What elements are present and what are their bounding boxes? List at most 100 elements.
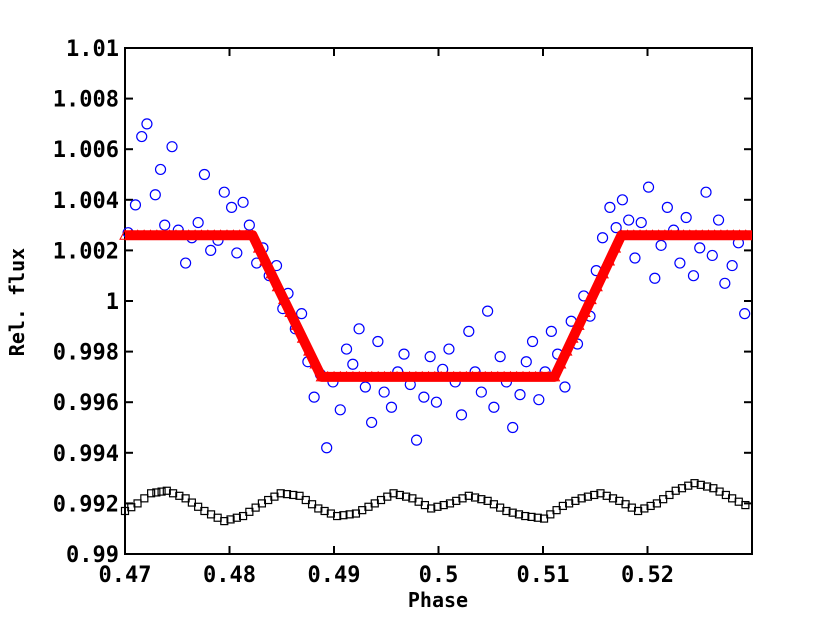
model-point-triangle — [221, 229, 233, 240]
data-point-square — [684, 481, 693, 490]
data-point-square — [741, 500, 750, 510]
model-point-triangle — [683, 229, 696, 240]
model-point-triangle — [416, 370, 429, 382]
model-point-triangle — [119, 229, 131, 240]
data-point-square — [157, 487, 166, 496]
data-point-circle — [243, 219, 255, 231]
data-point-circle — [308, 391, 320, 403]
model-point-triangle — [397, 370, 410, 382]
data-point-circle — [674, 257, 686, 269]
data-point-square — [140, 494, 149, 503]
model-point-triangle — [466, 370, 479, 382]
data-point-circle — [180, 257, 192, 269]
model-point-triangle — [721, 229, 733, 240]
data-point-square — [433, 502, 442, 511]
data-point-square — [307, 500, 317, 509]
model-point-triangle — [176, 229, 189, 240]
data-point-circle — [385, 401, 398, 413]
model-point-triangle — [277, 293, 290, 305]
data-point-circle — [455, 409, 468, 421]
data-point-square — [276, 489, 285, 498]
data-point-square — [427, 504, 436, 513]
data-point-square — [181, 494, 190, 503]
data-point-circle — [482, 305, 494, 317]
data-point-circle — [507, 421, 519, 434]
data-point-square — [602, 491, 611, 500]
data-point-circle — [430, 396, 443, 408]
data-point-circle — [198, 168, 211, 181]
model-point-triangle — [696, 229, 709, 240]
data-point-square — [458, 494, 467, 503]
data-point-square — [502, 506, 511, 516]
x-tick-label: 0.47 — [99, 563, 152, 588]
model-point-triangle — [627, 229, 640, 240]
data-point-circle — [610, 222, 622, 234]
data-point-circle — [655, 239, 667, 251]
model-point-triangle — [125, 229, 138, 240]
data-point-square — [577, 494, 586, 503]
data-point-square — [445, 499, 455, 508]
model-point-triangle — [523, 370, 536, 382]
axes-labels: Phase Rel. flux — [5, 248, 468, 612]
model-point-triangle — [665, 229, 677, 240]
model-point-triangle — [246, 229, 259, 240]
model-point-triangle — [422, 370, 435, 382]
data-point-circle — [166, 141, 178, 153]
data-point-circle — [526, 335, 539, 348]
data-point-circle — [623, 214, 635, 226]
data-point-circle — [136, 130, 148, 143]
data-point-circle — [635, 216, 647, 229]
model-point-triangle — [708, 229, 721, 240]
model-point-triangle — [353, 370, 366, 382]
data-point-square — [452, 496, 461, 505]
axes-ticks: 0.47 0.48 0.49 0.5 0.51 0.52 0.99 0.992 0.994 0.9… — [53, 37, 752, 588]
model-point-triangle — [271, 280, 284, 292]
data-point-square — [646, 501, 655, 511]
data-point-circle — [559, 381, 571, 393]
data-point-square — [162, 486, 171, 495]
data-point-square — [533, 513, 542, 522]
data-point-circle — [353, 323, 365, 335]
data-point-circle — [649, 272, 661, 284]
data-point-circle — [418, 391, 430, 403]
data-point-square — [147, 489, 156, 498]
data-point-circle — [739, 308, 751, 320]
data-point-circle — [347, 358, 359, 370]
model-point-triangle — [144, 229, 157, 240]
y-tick-label: 0.994 — [53, 442, 119, 467]
model-point-triangle — [473, 370, 485, 382]
data-point-circle — [366, 416, 378, 429]
data-point-square — [659, 495, 668, 504]
model-point-triangle — [290, 319, 303, 330]
data-point-circle — [129, 199, 142, 211]
model-point-triangle — [359, 370, 372, 382]
y-tick-label: 1.006 — [53, 138, 119, 163]
data-point-circle — [488, 401, 500, 413]
y-tick-label: 0.996 — [53, 391, 119, 416]
data-point-square — [464, 491, 473, 500]
model-point-triangle — [252, 242, 265, 253]
model-point-triangle — [621, 229, 634, 240]
model-point-triangle — [321, 370, 334, 382]
data-point-square — [175, 491, 184, 500]
data-point-square — [251, 503, 260, 512]
model-point-triangle — [677, 229, 690, 240]
model-point-triangle — [428, 370, 441, 382]
model-point-triangle — [309, 357, 322, 369]
model-point-triangle — [189, 229, 201, 240]
data-point-square — [402, 492, 411, 501]
model-point-triangle — [447, 370, 460, 382]
data-point-square — [220, 517, 229, 526]
data-point-square — [282, 490, 292, 499]
model-point-triangle — [702, 229, 715, 240]
data-point-circle — [642, 181, 655, 193]
x-tick-label: 0.48 — [203, 563, 256, 588]
model-point-triangle — [597, 267, 609, 279]
data-point-circle — [533, 394, 545, 406]
data-point-square — [238, 511, 248, 521]
y-tick-label: 1.01 — [66, 37, 119, 62]
y-tick-label: 0.998 — [53, 341, 119, 366]
data-point-square — [690, 479, 699, 488]
model-point-triangle — [208, 229, 221, 240]
model-point-triangle — [384, 370, 397, 382]
